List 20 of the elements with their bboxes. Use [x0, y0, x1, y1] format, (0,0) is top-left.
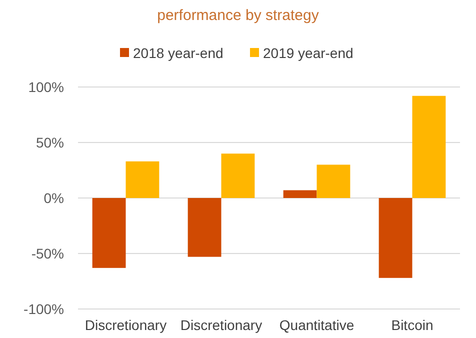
y-tick-label: 0%: [44, 190, 64, 206]
bar: [378, 198, 412, 278]
bar: [283, 190, 317, 198]
x-tick-label: Discretionary: [180, 317, 262, 333]
bar: [92, 198, 126, 268]
y-tick-label: -50%: [31, 245, 64, 262]
x-tick-label: Bitcoin: [391, 317, 434, 333]
y-tick-label: 50%: [36, 134, 64, 150]
chart-title: performance by strategy: [157, 7, 320, 24]
legend-label: 2018 year-end: [133, 44, 224, 61]
y-tick-label: -100%: [24, 300, 64, 317]
legend-label: 2019 year-end: [263, 44, 354, 61]
bar: [412, 96, 446, 198]
bar: [221, 154, 255, 198]
bar: [188, 198, 222, 257]
bar: [126, 161, 160, 198]
x-tick-label: Quantitative: [279, 317, 354, 333]
y-tick-label: 100%: [28, 78, 64, 95]
bar: [316, 164, 350, 198]
x-tick-label: Discretionary: [84, 317, 167, 333]
